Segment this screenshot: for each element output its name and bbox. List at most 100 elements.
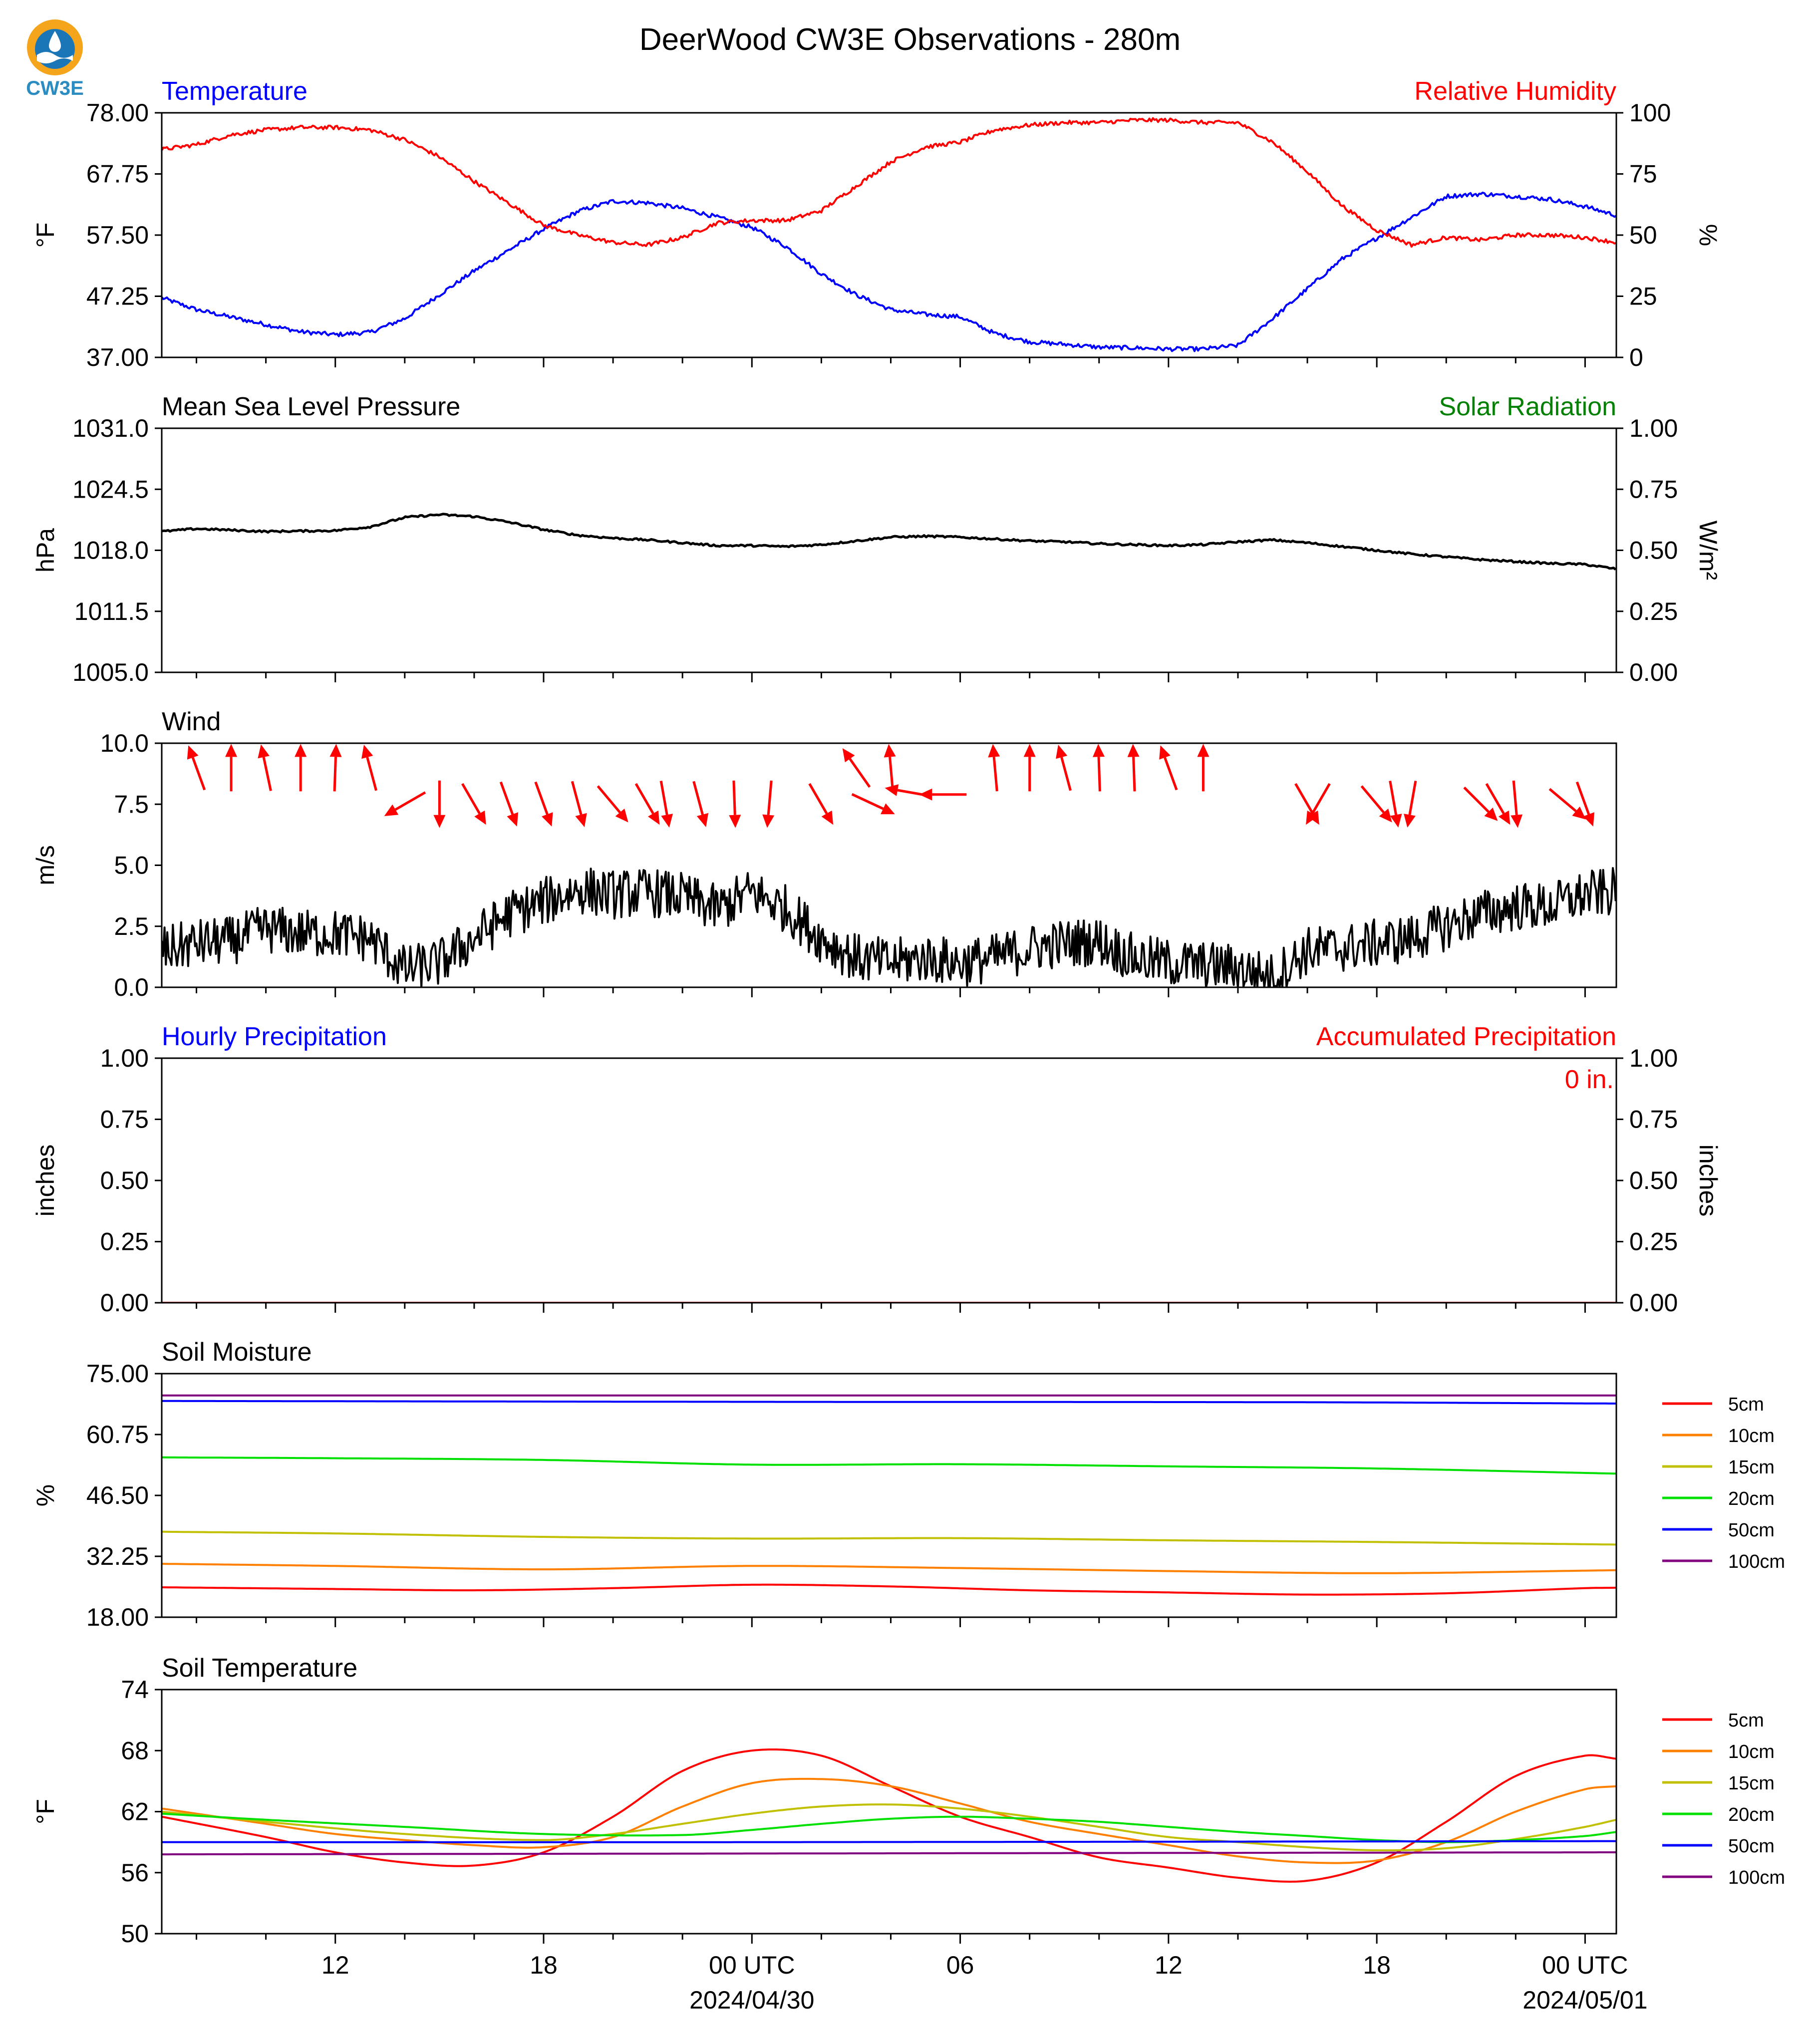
wind-arrow <box>762 780 775 828</box>
cw3e-logo: CW3E <box>26 19 84 99</box>
series-15cm <box>162 1530 1616 1546</box>
wind-arrow-shaft <box>992 757 998 792</box>
wind-arrow-head <box>225 744 238 757</box>
wind-arrow-shaft <box>808 783 828 815</box>
wind-arrow-shaft <box>849 758 871 788</box>
legend-label-20cm: 20cm <box>1728 1488 1775 1509</box>
series-50cm <box>162 1840 1616 1843</box>
y-right-tick-label: 25 <box>1629 283 1657 310</box>
panel-title-left: Temperature <box>162 77 307 106</box>
panel-title-left: Soil Temperature <box>162 1654 357 1683</box>
y-tick-label: 50 <box>121 1920 149 1948</box>
wind-arrow-head <box>881 803 895 815</box>
wind-arrow <box>461 783 486 825</box>
wind-arrow <box>1093 744 1105 792</box>
y-right-tick-label: 0.00 <box>1629 658 1678 686</box>
wind-arrow-head <box>1484 808 1498 821</box>
wind-arrow <box>1463 786 1498 821</box>
panel-hourly-precipitation: Hourly Precipitation Accumulated Precipit… <box>31 1022 1722 1317</box>
wind-arrow-head <box>1197 744 1210 757</box>
wind-arrow <box>1056 745 1072 791</box>
y-tick-label: 1.00 <box>100 1044 149 1072</box>
series-5cm <box>162 1748 1616 1883</box>
wind-arrow-shaft <box>366 757 378 791</box>
wind-arrow-shaft <box>499 781 514 815</box>
wind-arrow-head <box>729 815 741 828</box>
panels: Temperature Relative Humidity 37.00 47.25 57… <box>31 77 1785 2014</box>
y-tick-label: 37.00 <box>86 343 149 371</box>
y-right-tick-label: 0.50 <box>1629 1166 1678 1194</box>
wind-arrow-shaft <box>634 783 654 815</box>
y-right-tick-label: 1.00 <box>1629 414 1678 442</box>
wind-arrow-shaft <box>1132 757 1136 792</box>
wind-arrow-shaft <box>1294 783 1314 815</box>
y-right-tick-label: 50 <box>1629 221 1657 249</box>
panel-mean-sea-level-pressure: Mean Sea Level Pressure Solar Radiation 10… <box>31 392 1722 686</box>
y-axis-label: % <box>31 1484 59 1506</box>
logo-wave <box>37 52 73 63</box>
wind-arrow <box>361 745 378 791</box>
y-tick-label: 0.75 <box>100 1106 149 1134</box>
panel-title-right: Solar Radiation <box>1439 392 1616 421</box>
wind-arrow-shaft <box>534 781 549 815</box>
y-tick-label: 57.50 <box>86 221 149 249</box>
wind-arrow <box>634 783 660 825</box>
wind-arrow <box>1548 788 1586 820</box>
wind-arrow-head <box>1404 814 1416 828</box>
wind-arrow-head <box>661 814 673 828</box>
wind-arrow <box>1023 744 1036 792</box>
series-10cm <box>162 1563 1616 1574</box>
wind-arrow-head <box>361 745 373 759</box>
wind-arrow-head <box>648 810 660 825</box>
wind-arrow-shaft <box>889 757 895 792</box>
series-relative-humidity <box>162 117 1616 248</box>
wind-arrow-head <box>1498 810 1511 825</box>
wind-arrow-head <box>295 744 307 757</box>
wind-arrow-shaft <box>333 757 337 792</box>
wind-arrow-shaft <box>1311 783 1331 815</box>
wind-arrow-head <box>615 809 628 823</box>
y-axis-label: m/s <box>31 845 59 885</box>
legend-label-50cm: 50cm <box>1728 1520 1775 1541</box>
y-right-tick-label: 100 <box>1629 99 1671 127</box>
wind-arrow <box>225 744 238 792</box>
wind-arrow-shaft <box>767 780 773 815</box>
series-group <box>162 513 1616 571</box>
wind-arrow-shaft <box>394 791 426 811</box>
y-right-tick-label: 0.00 <box>1629 1289 1678 1317</box>
y-right-tick-label: 0.25 <box>1629 597 1678 625</box>
series-group <box>162 117 1616 352</box>
wind-arrow <box>851 793 895 815</box>
panel-title-right: Relative Humidity <box>1414 77 1616 106</box>
wind-arrow <box>329 744 342 792</box>
legend-label-10cm: 10cm <box>1728 1426 1775 1447</box>
wind-arrow-head <box>1127 744 1140 757</box>
y-tick-label: 46.50 <box>86 1481 149 1509</box>
wind-arrow <box>1404 781 1417 828</box>
wind-arrow <box>1511 780 1523 828</box>
y-tick-label: 62 <box>121 1798 149 1826</box>
wind-arrow-head <box>1390 814 1402 828</box>
wind-arrow-head <box>1159 745 1171 760</box>
wind-arrow-head <box>1572 806 1586 820</box>
wind-arrow-shaft <box>692 781 704 815</box>
wind-arrow-head <box>1379 809 1392 823</box>
figure-title: DeerWood CW3E Observations - 280m <box>639 22 1181 57</box>
y-tick-label: 32.25 <box>86 1542 149 1570</box>
wind-arrow-shaft <box>1463 786 1490 813</box>
y-axis-label: inches <box>31 1145 59 1217</box>
y-tick-label: 10.0 <box>100 729 149 757</box>
wind-arrow-shaft <box>1408 781 1417 815</box>
y-tick-label: 1031.0 <box>72 414 149 442</box>
series-temperature <box>162 191 1616 352</box>
y-tick-label: 60.75 <box>86 1421 149 1449</box>
wind-arrow-shaft <box>1512 780 1518 815</box>
wind-arrow-shaft <box>191 757 206 791</box>
series-5cm <box>162 1583 1616 1596</box>
plot-frame <box>161 1689 1617 1935</box>
panel-title-left: Wind <box>162 707 221 736</box>
wind-arrow-head <box>1023 744 1036 757</box>
wind-arrow-head <box>474 810 486 825</box>
series-10cm <box>162 1777 1616 1864</box>
